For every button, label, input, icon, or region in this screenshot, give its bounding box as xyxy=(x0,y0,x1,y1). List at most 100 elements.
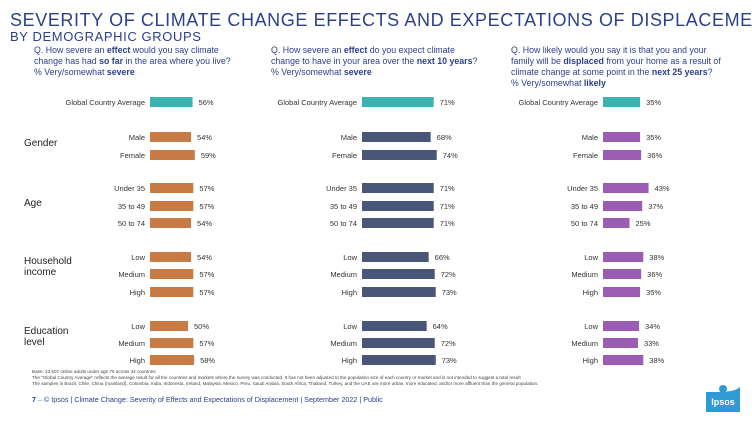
bar-p0-3 xyxy=(150,183,194,193)
category-label-p0-0: Global Country Average xyxy=(66,98,146,107)
bar-p1-11 xyxy=(362,355,436,365)
category-label-p1-7: Medium xyxy=(330,270,357,279)
value-label-p1-4: 71% xyxy=(440,202,455,211)
bar-p1-5 xyxy=(362,218,434,228)
value-label-p0-9: 50% xyxy=(194,322,209,331)
category-label-p1-5: 50 to 74 xyxy=(330,219,357,228)
bar-p0-7 xyxy=(150,269,194,279)
page-number: 7 xyxy=(32,395,36,404)
bar-p1-9 xyxy=(362,321,427,331)
bar-p2-0 xyxy=(603,97,641,107)
value-label-p1-1: 68% xyxy=(437,133,452,142)
category-label-p0-5: 50 to 74 xyxy=(118,219,145,228)
footnote-base: Base: 23,507 online adults under age 75 … xyxy=(32,369,156,374)
category-label-p0-9: Low xyxy=(131,322,145,331)
category-label-p1-0: Global Country Average xyxy=(278,98,358,107)
value-label-p0-8: 57% xyxy=(199,288,214,297)
bar-p2-11 xyxy=(603,355,644,365)
value-label-p2-11: 38% xyxy=(649,356,664,365)
bar-p1-1 xyxy=(362,132,431,142)
bar-p1-6 xyxy=(362,252,429,262)
bar-p0-6 xyxy=(150,252,192,262)
bar-p2-9 xyxy=(603,321,640,331)
footnote-average: The "Global Country Average" reflects th… xyxy=(32,375,522,380)
value-label-p1-5: 71% xyxy=(440,219,455,228)
value-label-p0-5: 54% xyxy=(197,219,212,228)
category-label-p2-3: Under 35 xyxy=(567,184,598,193)
category-label-p0-4: 35 to 49 xyxy=(118,202,145,211)
category-label-p0-6: Low xyxy=(131,253,145,262)
page-subtitle: BY DEMOGRAPHIC GROUPS xyxy=(10,29,202,44)
category-label-p1-1: Male xyxy=(341,133,357,142)
bar-p0-9 xyxy=(150,321,188,331)
value-label-p2-10: 33% xyxy=(644,339,659,348)
bar-p1-4 xyxy=(362,201,434,211)
value-label-p1-3: 71% xyxy=(440,184,455,193)
value-label-p0-4: 57% xyxy=(199,202,214,211)
group-label-4: Education level xyxy=(24,326,68,348)
bar-p1-3 xyxy=(362,183,434,193)
category-label-p1-4: 35 to 49 xyxy=(330,202,357,211)
footer-text: © Ipsos | Climate Change: Severity of Ef… xyxy=(44,395,383,404)
category-label-p2-1: Male xyxy=(582,133,598,142)
value-label-p2-9: 34% xyxy=(645,322,660,331)
group-label-2: Age xyxy=(24,198,42,209)
value-label-p2-1: 35% xyxy=(646,133,661,142)
category-label-p0-11: High xyxy=(130,356,145,365)
value-label-p0-7: 57% xyxy=(199,270,214,279)
category-label-p0-3: Under 35 xyxy=(114,184,145,193)
group-label-3: Household income xyxy=(24,256,72,278)
category-label-p2-0: Global Country Average xyxy=(519,98,599,107)
category-label-p2-4: 35 to 49 xyxy=(571,202,598,211)
category-label-p2-11: High xyxy=(583,356,598,365)
bar-p0-2 xyxy=(150,150,195,160)
value-label-p2-2: 36% xyxy=(647,151,662,160)
question-1: Q. How severe an effect would you say cl… xyxy=(34,45,231,77)
value-label-p2-7: 36% xyxy=(647,270,662,279)
bar-p2-3 xyxy=(603,183,649,193)
bar-p2-10 xyxy=(603,338,638,348)
bar-p0-5 xyxy=(150,218,192,228)
bar-p0-1 xyxy=(150,132,192,142)
bar-p0-11 xyxy=(150,355,195,365)
category-label-p2-7: Medium xyxy=(571,270,598,279)
bar-p1-7 xyxy=(362,269,435,279)
question-3: Q. How likely would you say it is that y… xyxy=(511,45,721,88)
group-label-1: Gender xyxy=(24,138,58,149)
bar-p1-2 xyxy=(362,150,437,160)
bar-p2-6 xyxy=(603,252,644,262)
category-label-p1-11: High xyxy=(342,356,357,365)
value-label-p0-0: 56% xyxy=(199,98,214,107)
bar-p2-8 xyxy=(603,287,641,297)
value-label-p1-0: 71% xyxy=(440,98,455,107)
value-label-p2-5: 25% xyxy=(636,219,651,228)
category-label-p2-2: Female xyxy=(573,151,598,160)
category-label-p1-2: Female xyxy=(332,151,357,160)
category-label-p2-6: Low xyxy=(584,253,598,262)
footnote-samples: The samples in Brazil, Chile, China (mai… xyxy=(32,381,539,386)
value-label-p1-7: 72% xyxy=(441,270,456,279)
category-label-p1-6: Low xyxy=(343,253,357,262)
category-label-p2-10: Medium xyxy=(571,339,598,348)
value-label-p0-11: 58% xyxy=(200,356,215,365)
bar-p1-8 xyxy=(362,287,436,297)
category-label-p0-7: Medium xyxy=(118,270,145,279)
bar-p0-10 xyxy=(150,338,194,348)
bar-p2-2 xyxy=(603,150,642,160)
value-label-p1-10: 72% xyxy=(441,339,456,348)
value-label-p2-4: 37% xyxy=(648,202,663,211)
value-label-p2-3: 43% xyxy=(655,184,670,193)
bar-p0-8 xyxy=(150,287,194,297)
category-label-p0-10: Medium xyxy=(118,339,145,348)
value-label-p0-10: 57% xyxy=(199,339,214,348)
category-label-p2-9: Low xyxy=(584,322,598,331)
value-label-p2-0: 35% xyxy=(646,98,661,107)
bar-p1-0 xyxy=(362,97,434,107)
category-label-p0-1: Male xyxy=(129,133,145,142)
value-label-p0-2: 59% xyxy=(201,151,216,160)
category-label-p1-3: Under 35 xyxy=(326,184,357,193)
value-label-p2-8: 35% xyxy=(646,288,661,297)
category-label-p1-10: Medium xyxy=(330,339,357,348)
value-label-p1-2: 74% xyxy=(443,151,458,160)
